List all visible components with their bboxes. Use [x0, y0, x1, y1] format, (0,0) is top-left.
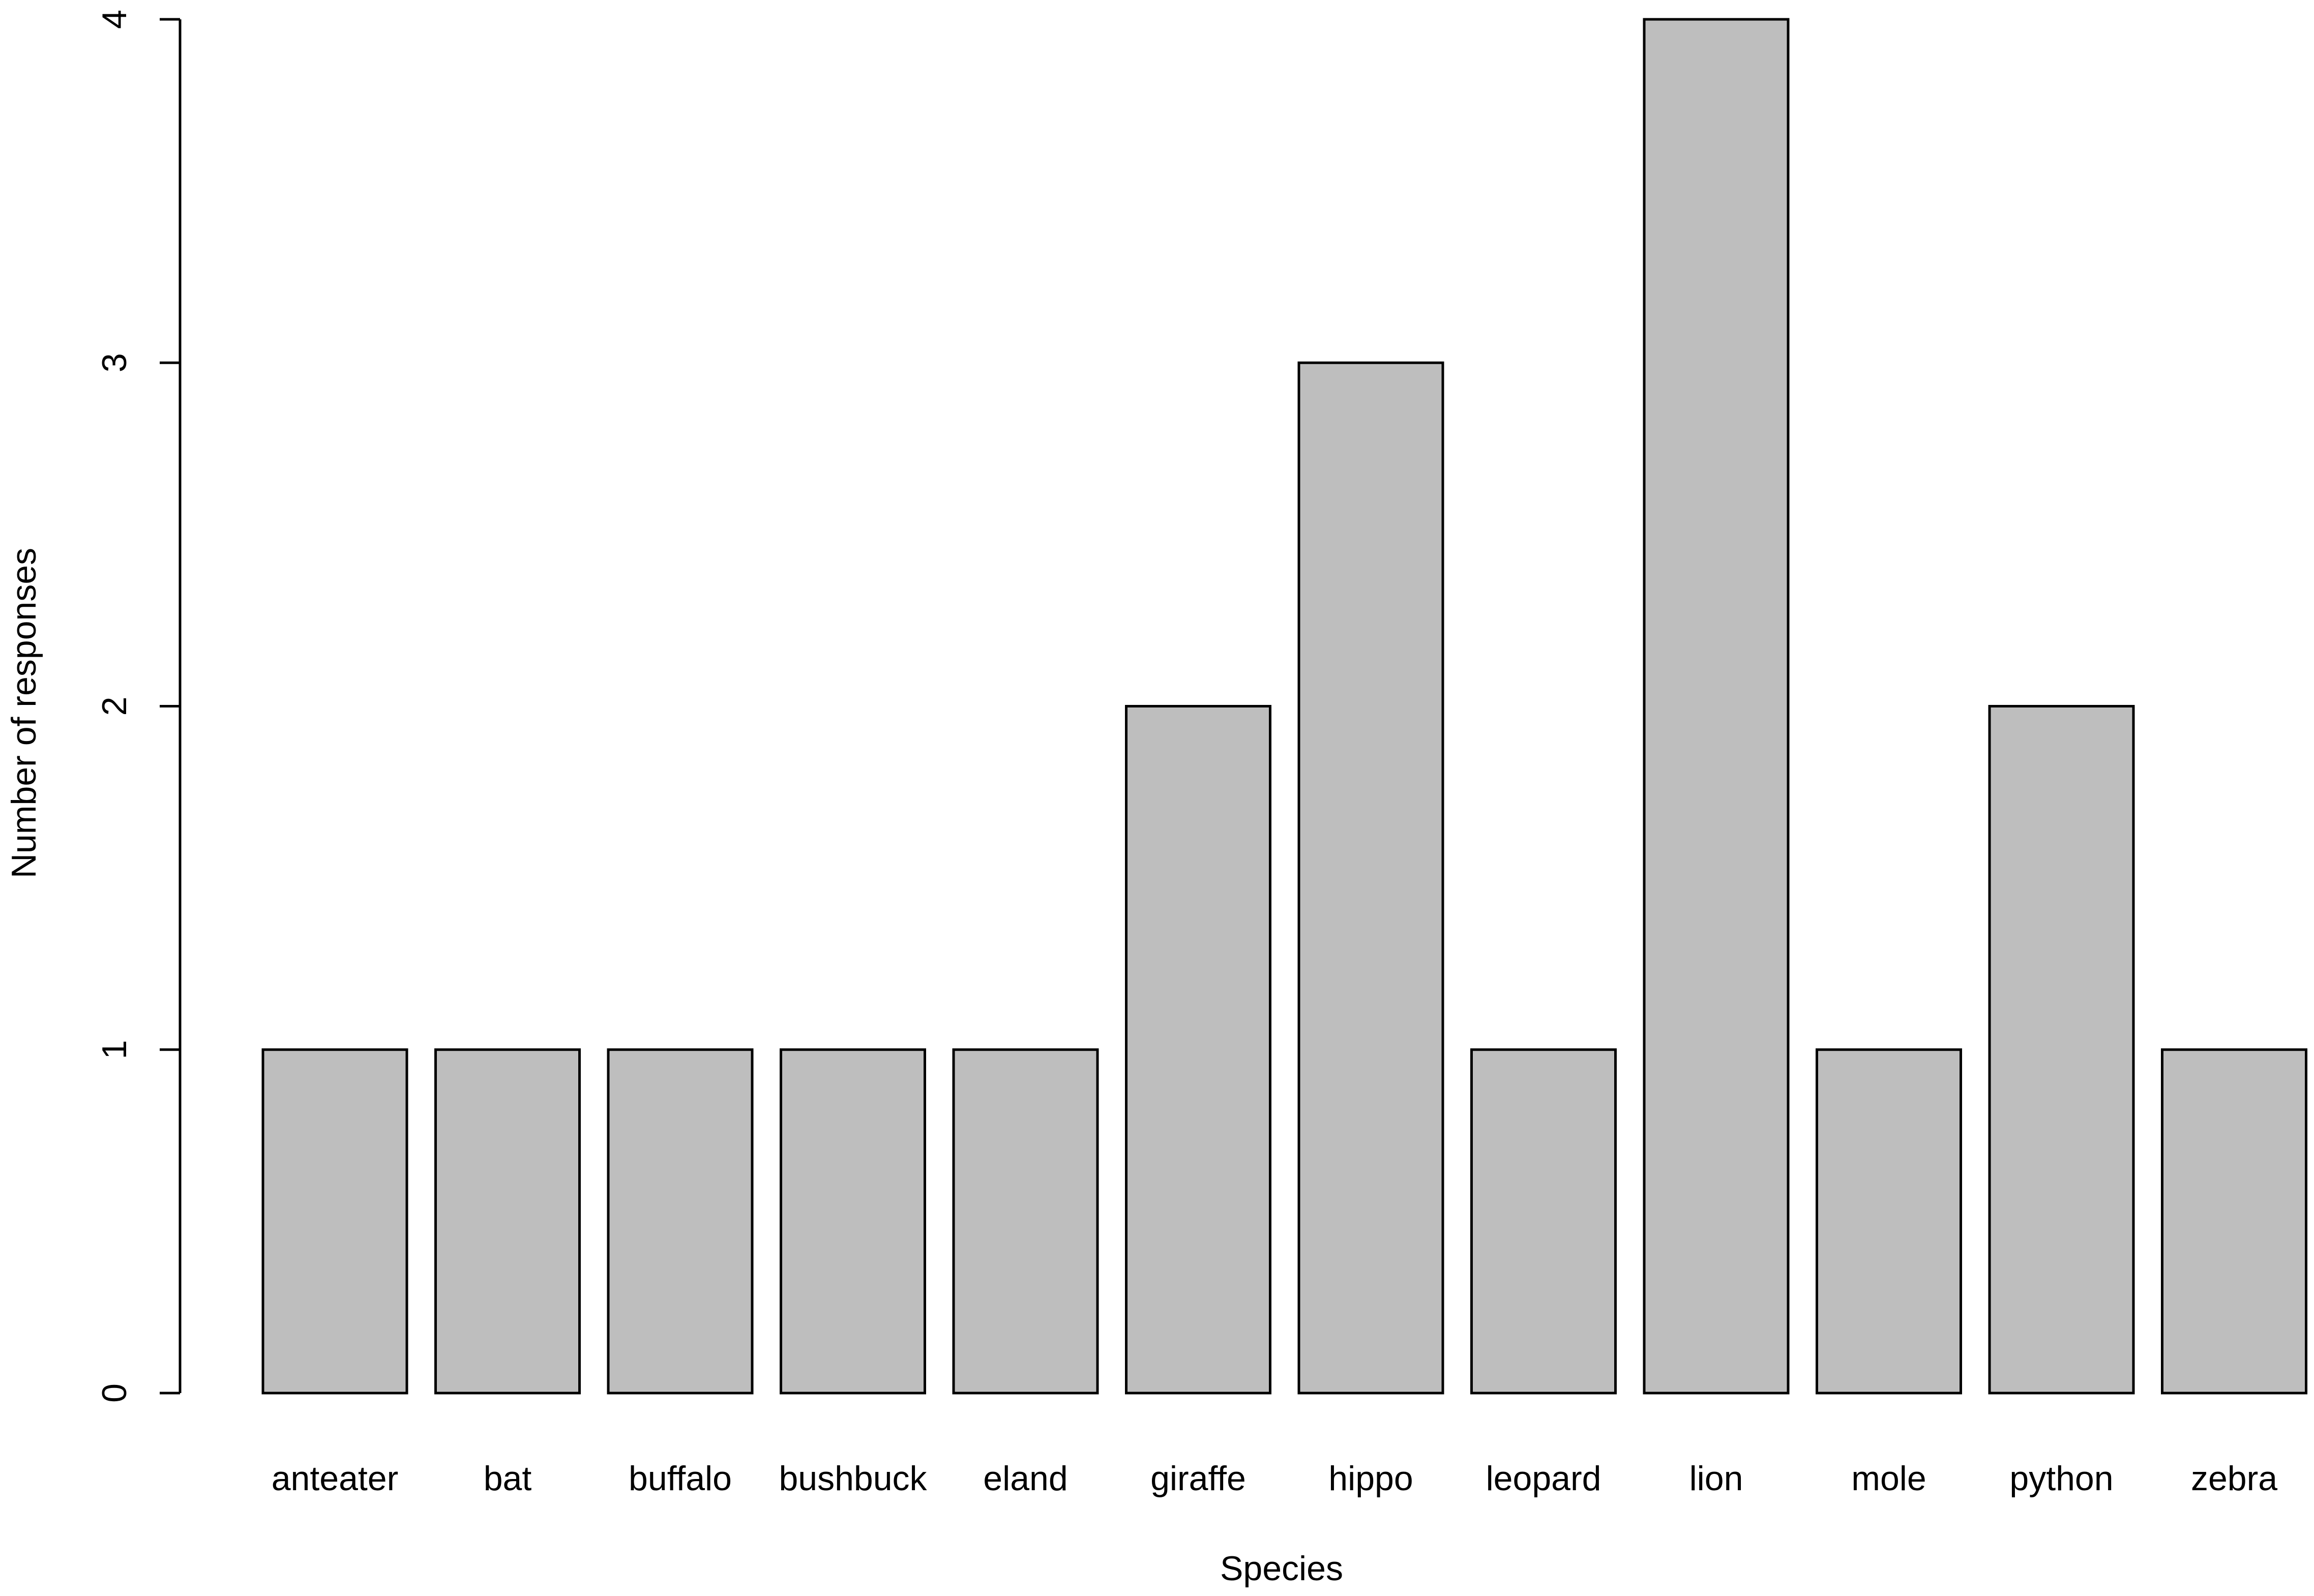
bar-zebra — [2161, 1048, 2307, 1395]
x-axis-labels: anteater bat buffalo bushbuck eland giraffe hi… — [272, 1459, 2277, 1498]
x-tick-label: bat — [484, 1459, 532, 1498]
y-axis-title: Number of responses — [5, 548, 43, 878]
bar-mole — [1816, 1048, 1962, 1395]
x-tick-label: anteater — [272, 1459, 399, 1498]
bar-python — [1988, 705, 2135, 1395]
bar-leopard — [1470, 1048, 1617, 1395]
y-tick-label: 2 — [95, 697, 134, 716]
bar-bat — [434, 1048, 581, 1395]
bar-hippo — [1297, 361, 1444, 1395]
bar-buffalo — [607, 1048, 754, 1395]
x-tick-label: eland — [983, 1459, 1067, 1498]
x-tick-label: zebra — [2191, 1459, 2277, 1498]
bar-giraffe — [1125, 705, 1271, 1395]
bars-group — [261, 18, 2307, 1395]
x-tick-label: lion — [1689, 1459, 1743, 1498]
x-tick-label: giraffe — [1150, 1459, 1246, 1498]
bar-lion — [1643, 18, 1790, 1395]
bar-anteater — [261, 1048, 408, 1395]
x-tick-label: mole — [1851, 1459, 1926, 1498]
x-axis-title: Species — [1220, 1549, 1343, 1588]
y-tick-label: 0 — [95, 1383, 134, 1403]
x-tick-label: buffalo — [629, 1459, 732, 1498]
bar-eland — [952, 1048, 1099, 1395]
y-tick-label: 4 — [95, 10, 134, 29]
y-axis: 0 1 2 3 4 — [95, 10, 182, 1403]
x-tick-label: bushbuck — [779, 1459, 927, 1498]
x-tick-label: python — [2009, 1459, 2113, 1498]
y-tick-label: 3 — [95, 353, 134, 372]
x-tick-label: hippo — [1328, 1459, 1413, 1498]
x-tick-label: leopard — [1486, 1459, 1601, 1498]
bar-bushbuck — [780, 1048, 926, 1395]
y-tick-label: 1 — [95, 1040, 134, 1059]
